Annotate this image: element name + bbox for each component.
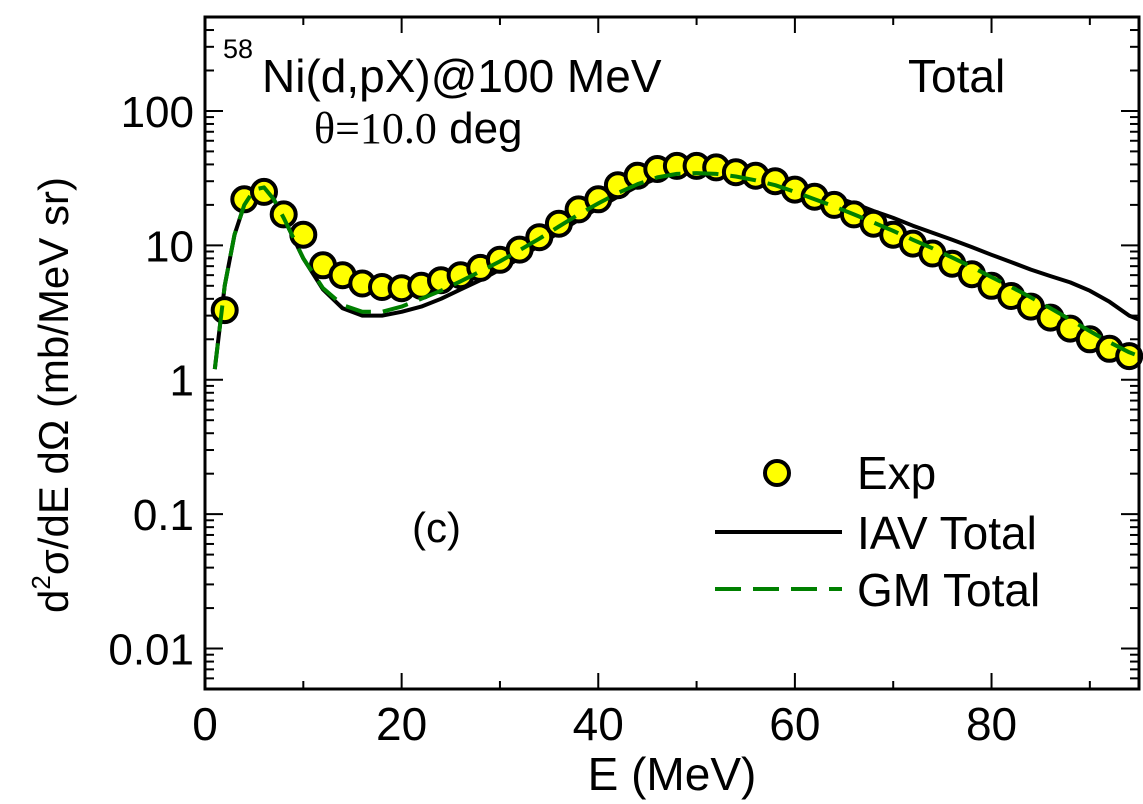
y-tick-label: 10 xyxy=(145,222,194,271)
x-tick-label: 80 xyxy=(966,698,1017,750)
x-tick-label: 0 xyxy=(192,698,218,750)
y-axis-label: d2σ/dE dΩ (mb/MeV sr) xyxy=(26,177,77,613)
plot-frame xyxy=(203,15,1141,691)
legend-exp-marker xyxy=(763,459,791,487)
angle-label: θ=10.0 deg xyxy=(314,104,523,153)
title-superscript: 58 xyxy=(223,34,253,64)
series-layer xyxy=(210,151,1143,371)
chart-title: Ni(d,pX)@100 MeV xyxy=(262,50,662,102)
y-tick-label: 100 xyxy=(121,88,194,137)
legend-exp-label: Exp xyxy=(857,447,936,499)
angle-theta: θ=10.0 xyxy=(314,104,437,153)
x-tick-label: 60 xyxy=(769,698,820,750)
exp-data-point xyxy=(505,235,534,264)
exp-data-point xyxy=(250,177,278,206)
x-tick-label: 40 xyxy=(573,698,624,750)
legend-iav-label: IAV Total xyxy=(857,507,1037,559)
x-axis-label: E (MeV) xyxy=(588,748,757,800)
gm-total-line xyxy=(212,171,1140,370)
panel-label: (c) xyxy=(412,504,461,551)
y-axis-label-d: d xyxy=(30,590,77,613)
y-tick-label: 0.01 xyxy=(108,626,194,675)
angle-unit: deg xyxy=(437,104,523,153)
y-axis-label-sup: 2 xyxy=(26,575,56,589)
exp-data-point xyxy=(210,296,239,325)
total-label: Total xyxy=(908,50,1005,102)
exp-data-point xyxy=(289,220,318,249)
tick-labels: 0 20 40 60 80 0.01 0.1 1 10 100 xyxy=(108,88,1017,750)
exp-data-point xyxy=(544,209,573,238)
y-tick-label: 0.1 xyxy=(133,491,194,540)
legend-gm-label: GM Total xyxy=(857,564,1040,616)
legend: Exp IAV Total GM Total xyxy=(715,447,1040,616)
y-axis-label-rest: σ/dE dΩ (mb/MeV sr) xyxy=(30,177,77,575)
x-tick-label: 20 xyxy=(376,698,427,750)
y-tick-label: 1 xyxy=(170,357,194,406)
